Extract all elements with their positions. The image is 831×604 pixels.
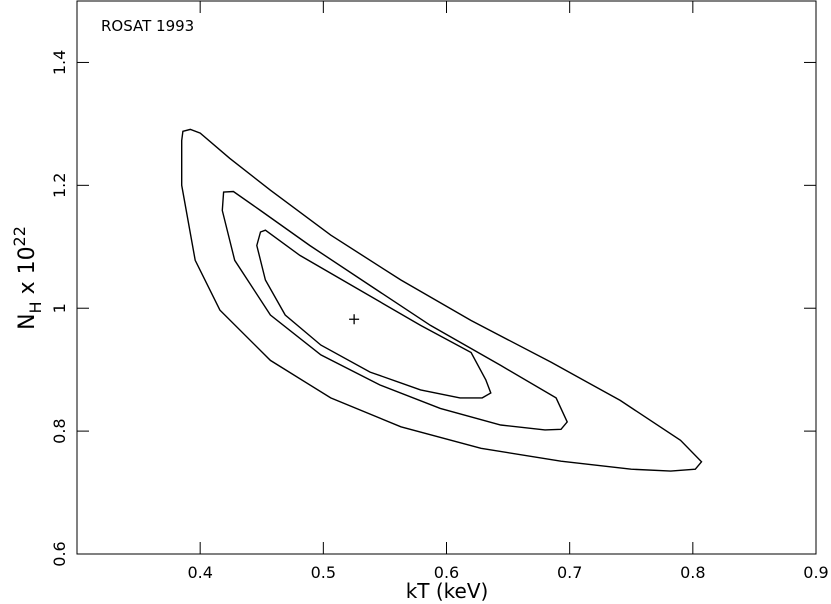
contour-line <box>256 229 492 399</box>
y-label-sub: H <box>26 301 45 313</box>
plot-frame <box>76 0 817 555</box>
y-tick-label: 1.4 <box>50 50 69 75</box>
y-tick-label: 0.6 <box>50 541 69 566</box>
annotation: ROSAT 1993 <box>101 17 194 35</box>
x-tick-label: 0.9 <box>803 563 828 582</box>
x-tick-label: 0.7 <box>557 563 582 582</box>
y-tick-label: 0.8 <box>50 418 69 443</box>
y-tick-label: 1.2 <box>50 173 69 198</box>
x-tick-label: 0.4 <box>187 563 212 582</box>
y-label-base: N <box>15 313 40 329</box>
x-tick-label: 0.6 <box>434 563 459 582</box>
x-tick-label: 0.5 <box>311 563 336 582</box>
contour-line <box>181 128 703 472</box>
y-axis-label: NH x 1022 <box>10 226 45 330</box>
contour-line <box>221 190 569 431</box>
best-fit-marker <box>349 314 360 325</box>
x-tick-label: 0.8 <box>680 563 705 582</box>
y-label-sup: 22 <box>10 226 29 246</box>
x-axis-label: kT (keV) <box>406 579 489 603</box>
y-label-mid: x 10 <box>15 246 40 301</box>
y-tick-label: 1 <box>50 303 69 313</box>
